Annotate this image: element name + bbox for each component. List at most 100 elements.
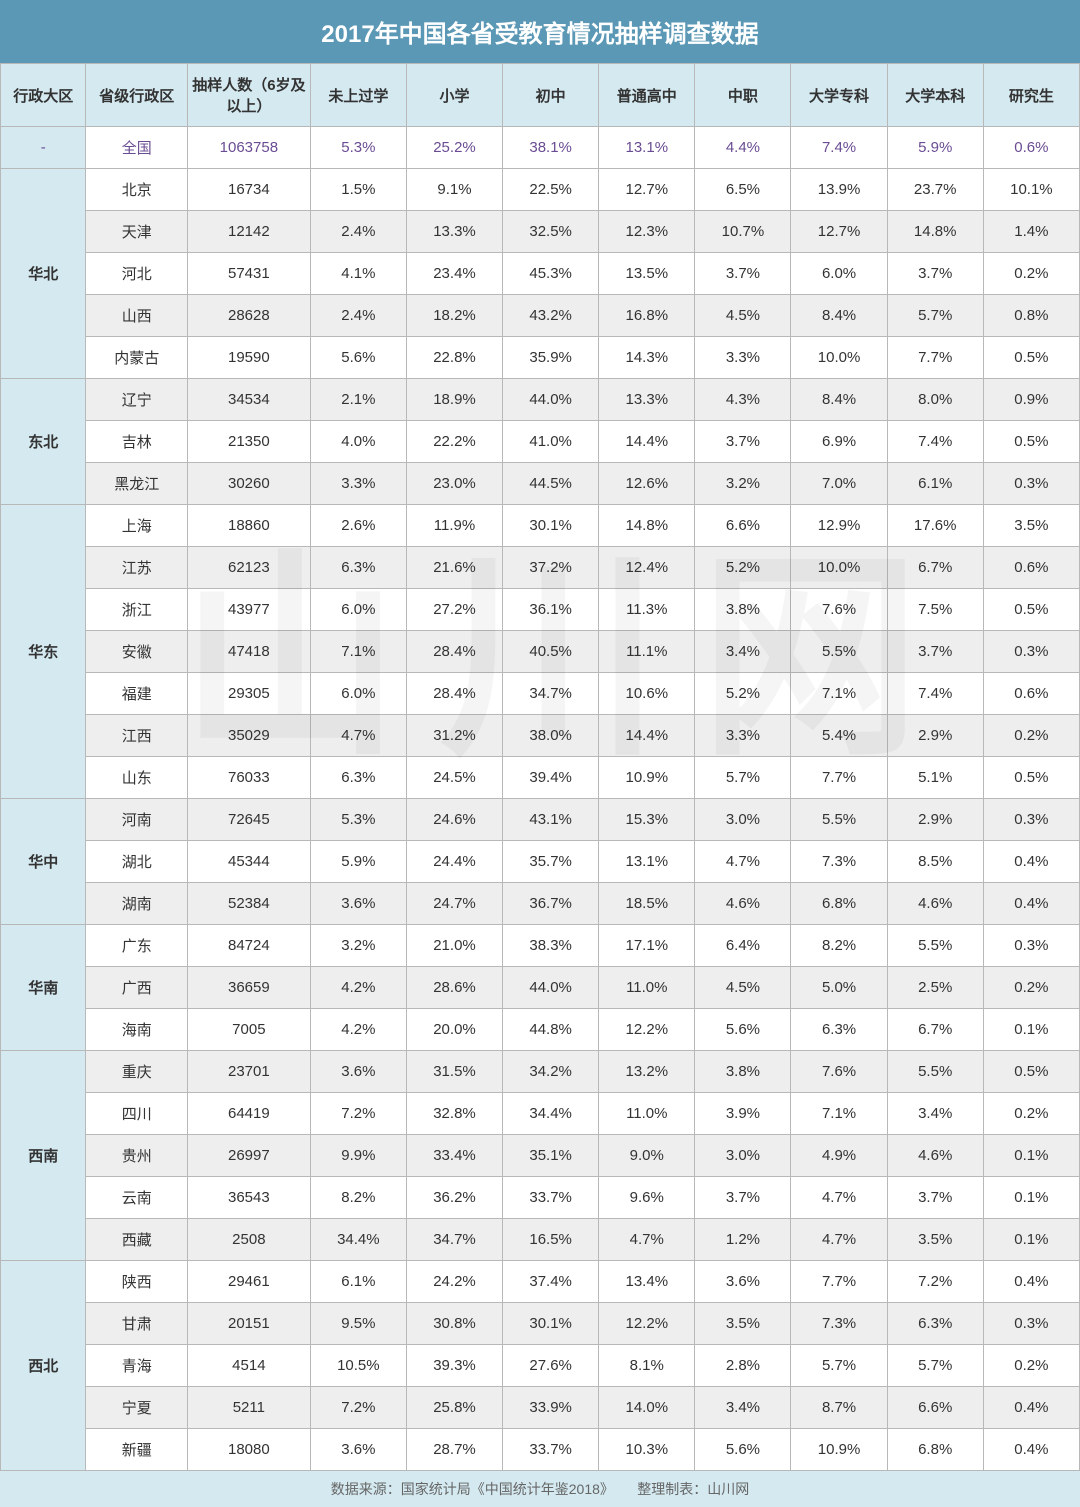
data-cell: 8.4% xyxy=(791,379,887,421)
data-cell: 0.9% xyxy=(983,379,1079,421)
data-cell: 4.4% xyxy=(695,127,791,169)
data-cell: 57431 xyxy=(187,253,310,295)
data-cell: 64419 xyxy=(187,1093,310,1135)
data-cell: 9.0% xyxy=(599,1135,695,1177)
data-cell: 2.4% xyxy=(310,211,406,253)
data-cell: 7.3% xyxy=(791,841,887,883)
data-cell: 3.6% xyxy=(310,1429,406,1471)
data-cell: - xyxy=(1,127,86,169)
table-row: 新疆180803.6%28.7%33.7%10.3%5.6%10.9%6.8%0… xyxy=(1,1429,1080,1471)
table-container: 2017年中国各省受教育情况抽样调查数据 行政大区省级行政区抽样人数（6岁及以上… xyxy=(0,0,1080,1507)
data-cell: 2.8% xyxy=(695,1345,791,1387)
data-cell: 福建 xyxy=(86,673,187,715)
data-cell: 7.6% xyxy=(791,589,887,631)
table-row: 华北北京167341.5%9.1%22.5%12.7%6.5%13.9%23.7… xyxy=(1,169,1080,211)
data-cell: 山东 xyxy=(86,757,187,799)
data-cell: 8.4% xyxy=(791,295,887,337)
data-cell: 17.6% xyxy=(887,505,983,547)
data-cell: 7.1% xyxy=(791,673,887,715)
table-row: 西藏250834.4%34.7%16.5%4.7%1.2%4.7%3.5%0.1… xyxy=(1,1219,1080,1261)
data-cell: 41.0% xyxy=(503,421,599,463)
data-cell: 24.5% xyxy=(406,757,502,799)
data-cell: 广西 xyxy=(86,967,187,1009)
column-header: 中职 xyxy=(695,64,791,127)
data-cell: 7005 xyxy=(187,1009,310,1051)
data-cell: 8.2% xyxy=(791,925,887,967)
data-cell: 4.7% xyxy=(791,1177,887,1219)
data-cell: 18080 xyxy=(187,1429,310,1471)
footer-source: 数据来源：国家统计局《中国统计年鉴2018》 xyxy=(331,1481,614,1497)
region-cell: 华北 xyxy=(1,169,86,379)
data-cell: 7.4% xyxy=(791,127,887,169)
table-row: 贵州269979.9%33.4%35.1%9.0%3.0%4.9%4.6%0.1… xyxy=(1,1135,1080,1177)
data-cell: 34.2% xyxy=(503,1051,599,1093)
data-cell: 14.0% xyxy=(599,1387,695,1429)
table-row: 福建293056.0%28.4%34.7%10.6%5.2%7.1%7.4%0.… xyxy=(1,673,1080,715)
data-cell: 22.2% xyxy=(406,421,502,463)
data-cell: 0.1% xyxy=(983,1009,1079,1051)
data-cell: 西藏 xyxy=(86,1219,187,1261)
data-cell: 11.0% xyxy=(599,1093,695,1135)
data-cell: 40.5% xyxy=(503,631,599,673)
data-cell: 32.5% xyxy=(503,211,599,253)
table-row: 广西366594.2%28.6%44.0%11.0%4.5%5.0%2.5%0.… xyxy=(1,967,1080,1009)
column-header: 普通高中 xyxy=(599,64,695,127)
data-cell: 20151 xyxy=(187,1303,310,1345)
data-cell: 38.0% xyxy=(503,715,599,757)
data-cell: 4.0% xyxy=(310,421,406,463)
table-row: 西南重庆237013.6%31.5%34.2%13.2%3.8%7.6%5.5%… xyxy=(1,1051,1080,1093)
data-cell: 62123 xyxy=(187,547,310,589)
data-cell: 4.5% xyxy=(695,967,791,1009)
data-cell: 5.1% xyxy=(887,757,983,799)
data-cell: 5.7% xyxy=(887,295,983,337)
data-cell: 青海 xyxy=(86,1345,187,1387)
data-cell: 7.4% xyxy=(887,673,983,715)
data-cell: 河南 xyxy=(86,799,187,841)
data-cell: 11.9% xyxy=(406,505,502,547)
data-cell: 0.2% xyxy=(983,253,1079,295)
data-cell: 0.3% xyxy=(983,799,1079,841)
column-header: 初中 xyxy=(503,64,599,127)
data-cell: 3.2% xyxy=(695,463,791,505)
data-cell: 12142 xyxy=(187,211,310,253)
data-cell: 4514 xyxy=(187,1345,310,1387)
data-cell: 6.0% xyxy=(791,253,887,295)
data-cell: 16.5% xyxy=(503,1219,599,1261)
data-cell: 0.1% xyxy=(983,1219,1079,1261)
data-cell: 5211 xyxy=(187,1387,310,1429)
data-cell: 5.2% xyxy=(695,673,791,715)
data-cell: 4.6% xyxy=(887,883,983,925)
data-cell: 7.7% xyxy=(791,757,887,799)
data-cell: 3.7% xyxy=(887,631,983,673)
data-cell: 6.6% xyxy=(695,505,791,547)
data-cell: 2.4% xyxy=(310,295,406,337)
data-cell: 10.9% xyxy=(599,757,695,799)
data-cell: 10.6% xyxy=(599,673,695,715)
data-cell: 黑龙江 xyxy=(86,463,187,505)
data-cell: 13.9% xyxy=(791,169,887,211)
data-cell: 11.0% xyxy=(599,967,695,1009)
data-cell: 0.4% xyxy=(983,883,1079,925)
data-cell: 3.6% xyxy=(310,883,406,925)
data-cell: 72645 xyxy=(187,799,310,841)
data-cell: 27.2% xyxy=(406,589,502,631)
data-cell: 3.2% xyxy=(310,925,406,967)
data-cell: 0.3% xyxy=(983,1303,1079,1345)
data-cell: 22.8% xyxy=(406,337,502,379)
data-cell: 5.9% xyxy=(310,841,406,883)
data-cell: 6.0% xyxy=(310,589,406,631)
table-row: 山西286282.4%18.2%43.2%16.8%4.5%8.4%5.7%0.… xyxy=(1,295,1080,337)
data-cell: 13.1% xyxy=(599,841,695,883)
data-cell: 3.7% xyxy=(695,1177,791,1219)
data-cell: 7.4% xyxy=(887,421,983,463)
data-cell: 44.5% xyxy=(503,463,599,505)
column-header: 研究生 xyxy=(983,64,1079,127)
data-cell: 0.3% xyxy=(983,925,1079,967)
data-cell: 12.3% xyxy=(599,211,695,253)
table-row: 浙江439776.0%27.2%36.1%11.3%3.8%7.6%7.5%0.… xyxy=(1,589,1080,631)
data-cell: 0.2% xyxy=(983,715,1079,757)
data-cell: 2.9% xyxy=(887,715,983,757)
data-cell: 33.4% xyxy=(406,1135,502,1177)
data-cell: 陕西 xyxy=(86,1261,187,1303)
data-cell: 0.4% xyxy=(983,1429,1079,1471)
